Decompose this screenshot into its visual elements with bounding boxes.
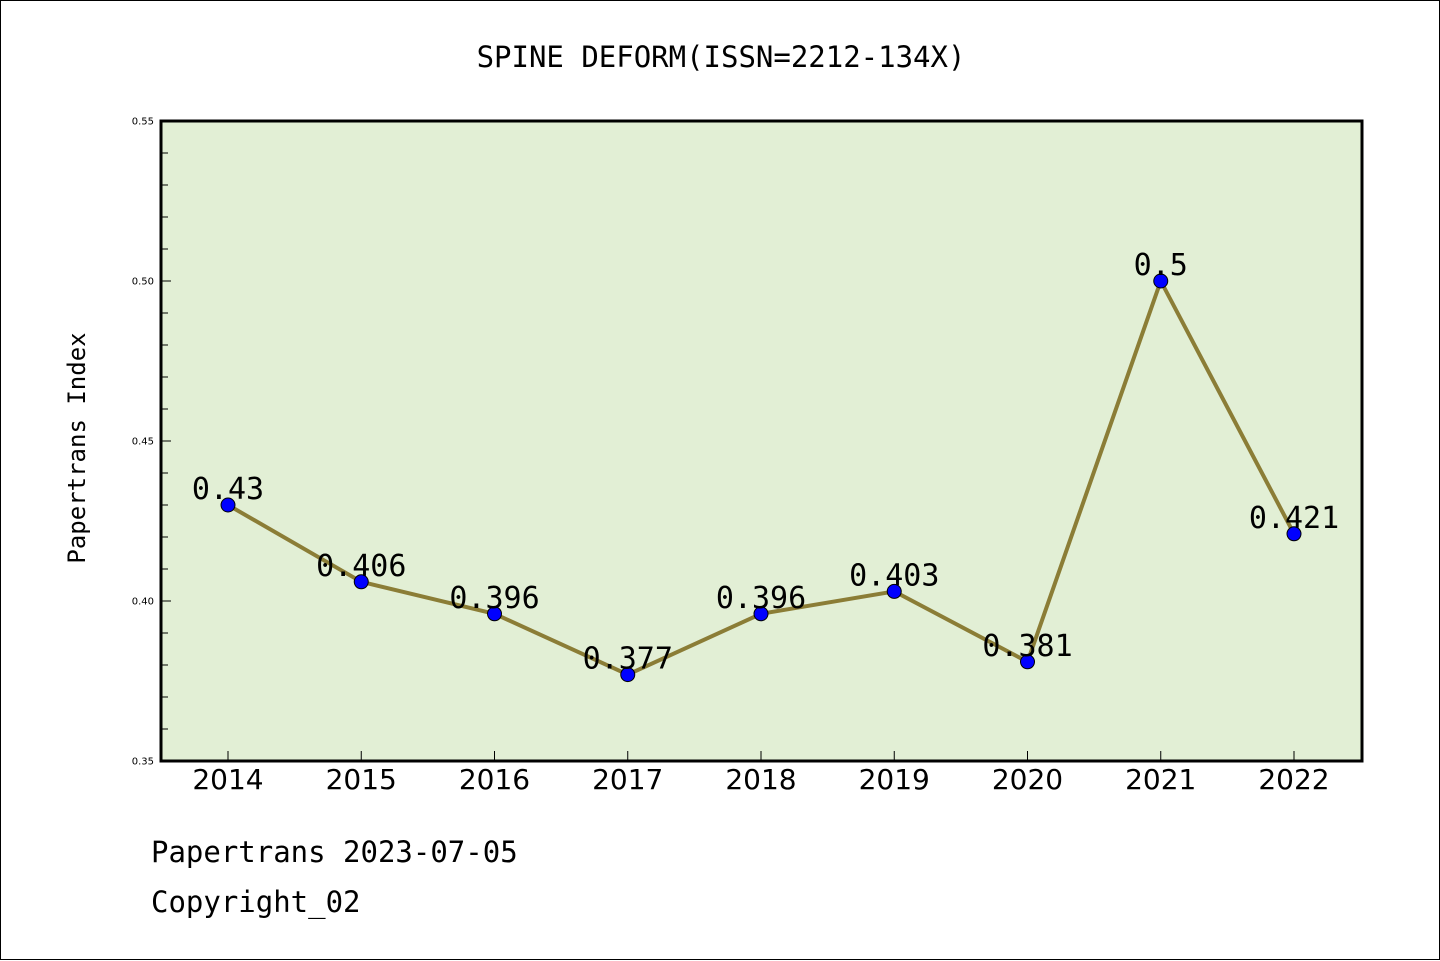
x-tick-label: 2014 (192, 763, 263, 796)
x-tick-label: 2016 (459, 763, 530, 796)
data-point (620, 667, 636, 683)
x-tick-label: 2015 (326, 763, 397, 796)
data-label: 0.377 (583, 642, 673, 677)
data-label: 0.403 (849, 558, 939, 593)
data-point (886, 583, 902, 599)
x-tick-label: 2021 (1125, 763, 1196, 796)
data-point (1153, 273, 1169, 289)
x-tick-label: 2018 (725, 763, 796, 796)
x-tick-label: 2017 (592, 763, 663, 796)
y-tick-label: 0.50 (132, 277, 154, 288)
data-label: 0.421 (1249, 501, 1339, 536)
data-label: 0.396 (716, 581, 806, 616)
data-label: 0.406 (316, 549, 406, 584)
data-series: 0.43 0.406 0.396 0.377 0.396 0.403 0.381 0.5 0.4… (192, 248, 1339, 683)
footer-date: Papertrans 2023-07-05 (151, 835, 518, 869)
chart-title: SPINE DEFORM(ISSN=2212-134X) (477, 40, 966, 74)
x-tick-label: 2020 (992, 763, 1063, 796)
data-label: 0.43 (192, 472, 264, 507)
x-tick-label: 2022 (1258, 763, 1329, 796)
data-point (1020, 654, 1035, 670)
y-tick-label: 0.55 (132, 117, 154, 128)
y-tick-label: 0.45 (132, 437, 154, 448)
axis-ticks: 0.35 0.40 0.45 0.50 0.55 2014 2015 2016 2017 2018… (132, 117, 1330, 797)
data-point (220, 497, 236, 513)
data-point (753, 606, 769, 622)
footer-copyright: Copyright_02 (151, 885, 361, 919)
plot-area (159, 119, 1364, 763)
data-point (1286, 526, 1302, 542)
data-label: 0.381 (982, 629, 1072, 664)
x-tick-label: 2019 (859, 763, 930, 796)
y-tick-label: 0.35 (132, 757, 154, 768)
data-label: 0.396 (449, 581, 539, 616)
data-label: 0.5 (1134, 248, 1188, 283)
data-point (487, 606, 502, 622)
data-point (353, 574, 369, 590)
y-axis-label: Papertrans Index (63, 332, 91, 563)
y-tick-label: 0.40 (132, 597, 154, 608)
